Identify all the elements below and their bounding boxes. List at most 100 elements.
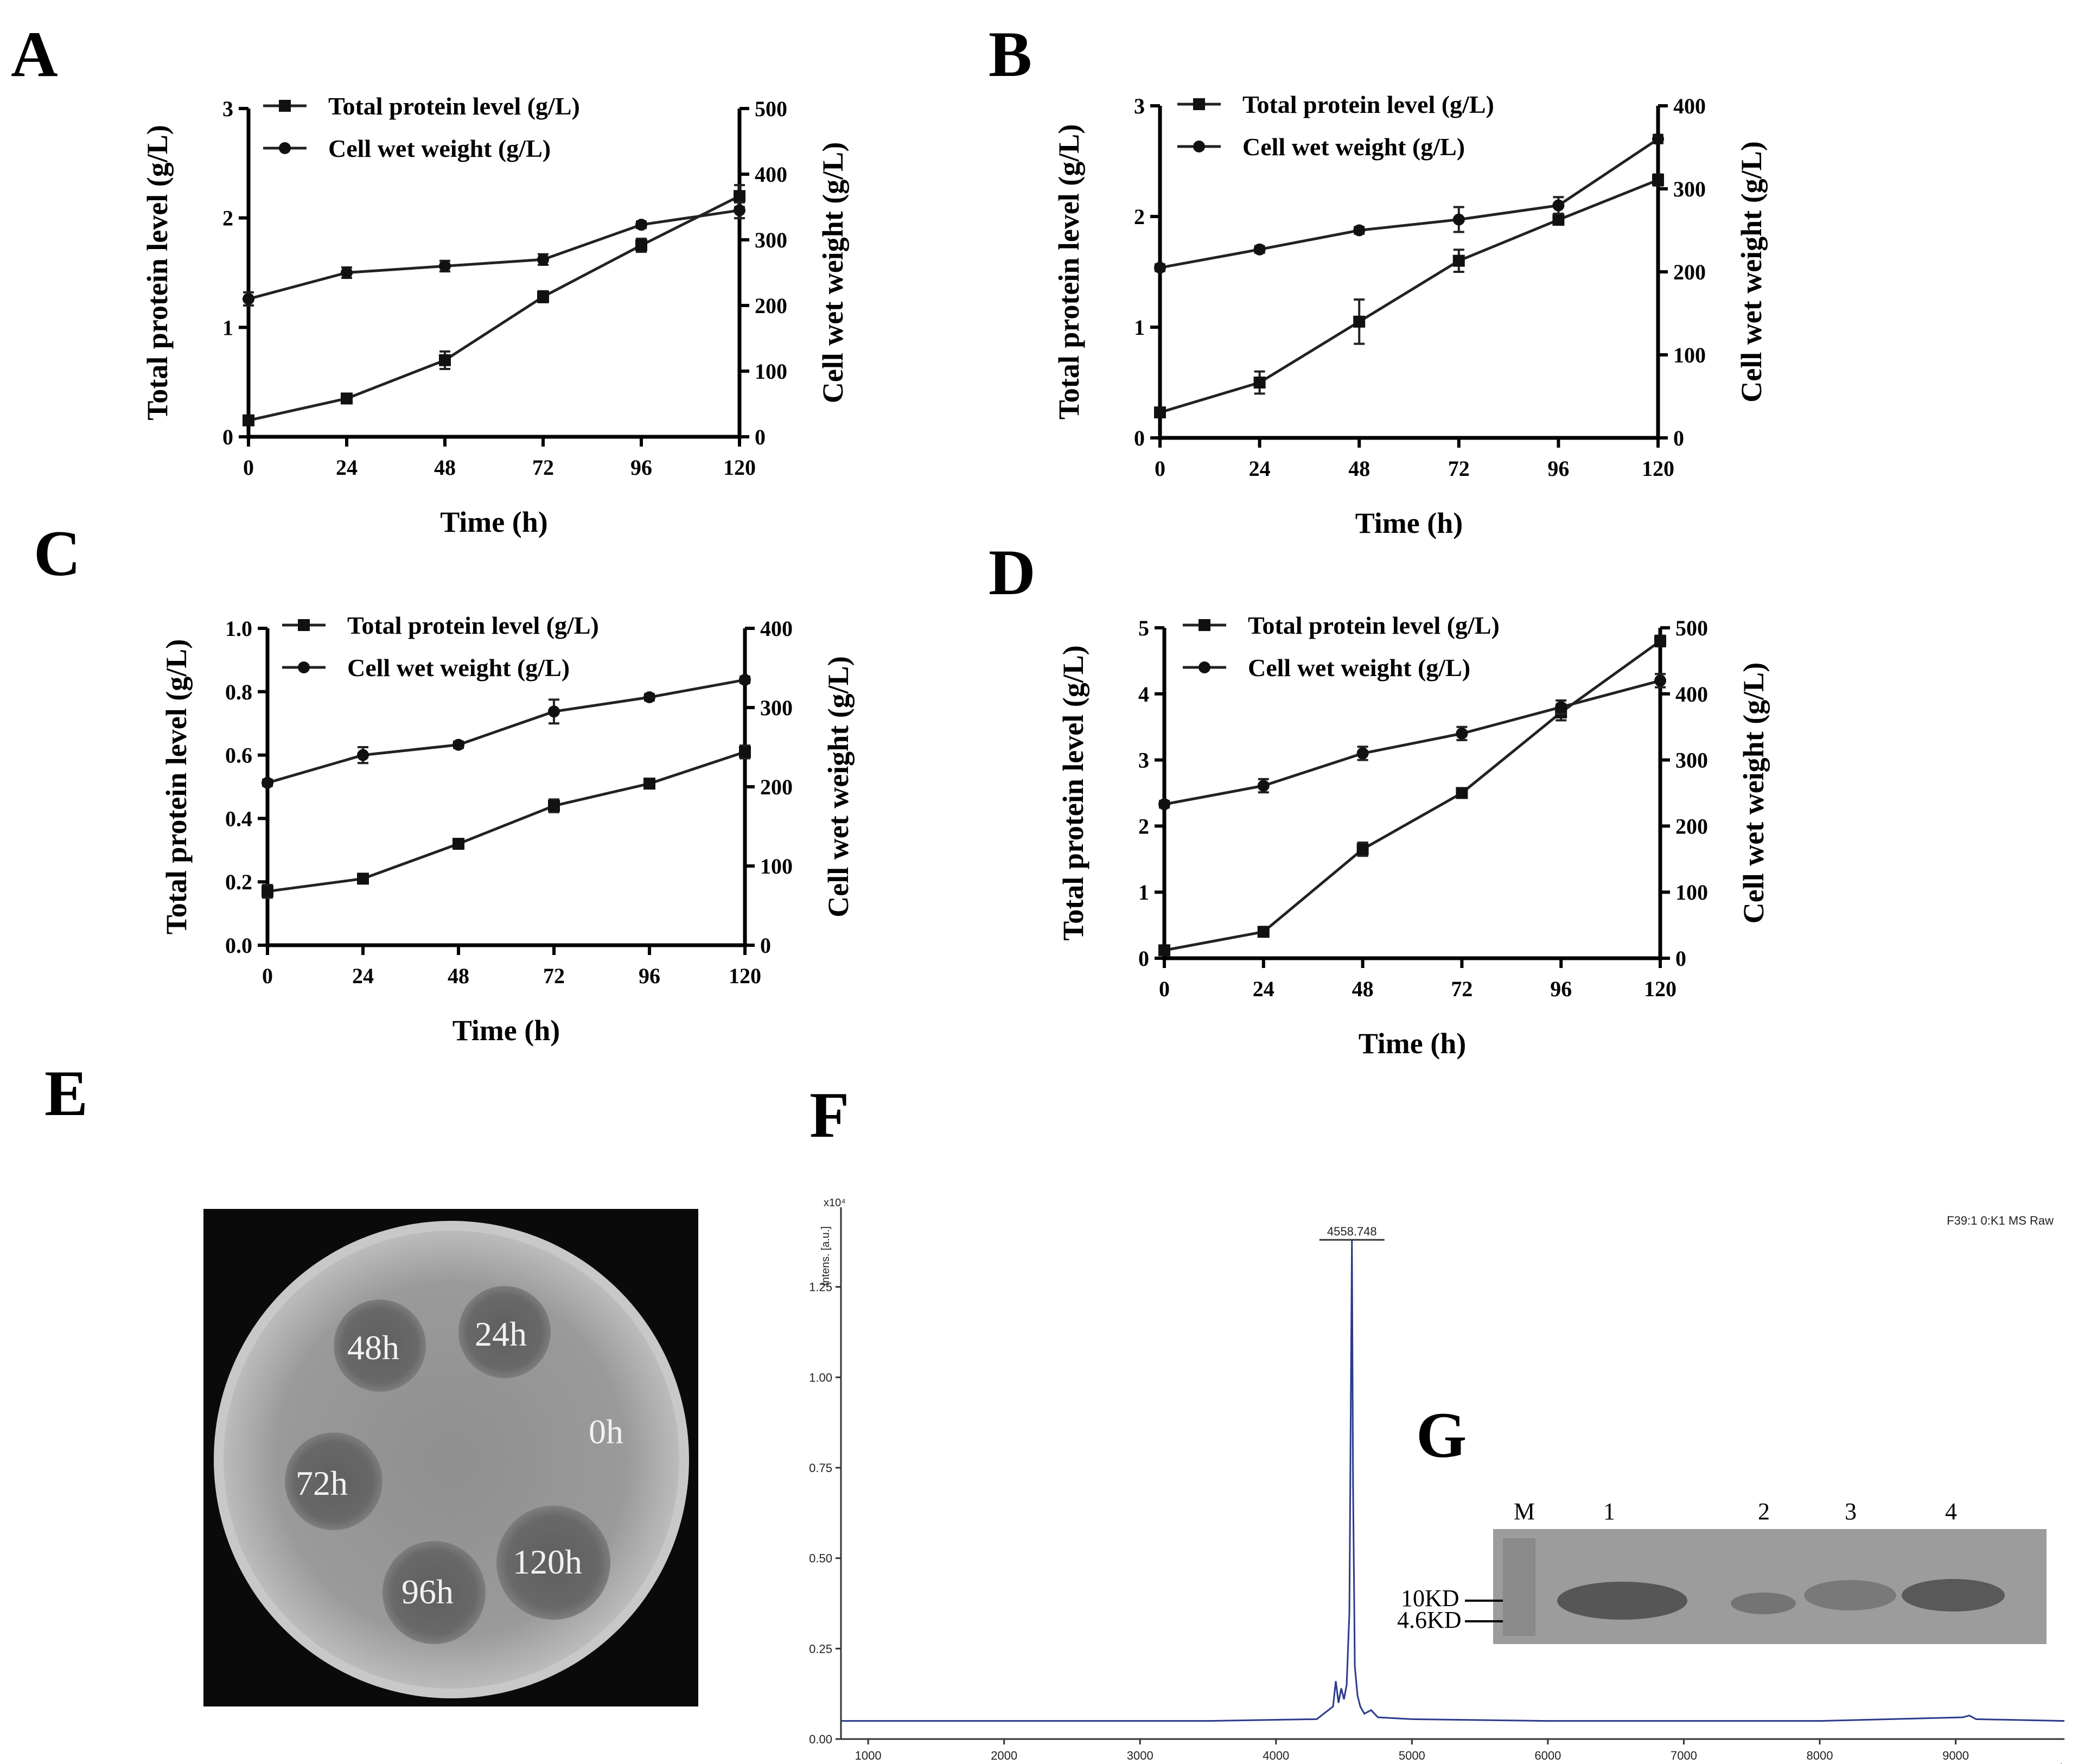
chart-a-y2-tick-label: 0 [755,425,766,449]
gel-lane-label-1: 1 [1603,1498,1615,1525]
ms-y-tick-label: 1.25 [809,1281,832,1294]
chart-d-series-1-point [1654,674,1666,687]
chart-c-legend-label-1: Cell wet weight (g/L) [347,654,570,682]
marker-lane [1503,1538,1535,1636]
chart-d-series-0-point [1654,635,1666,647]
chart-b-x-tick-label: 0 [1155,456,1165,481]
ms-y-tick-label: 1.00 [809,1371,832,1384]
chart-a-series-1-point [537,253,549,266]
panel-label-g: G [1416,1399,1467,1471]
chart-d-x-tick-label: 72 [1451,977,1473,1001]
chart-c-x-tick-label: 48 [448,964,469,988]
chart-b-y2-tick-label: 300 [1673,177,1706,201]
chart-b-y-tick-label: 0 [1134,426,1145,450]
chart-b-series-0-line [1159,179,1659,414]
chart-c-y-tick-label: 1.0 [225,616,252,641]
chart-a-legend-marker-1 [279,142,291,154]
ms-x-tick-label: 7000 [1671,1749,1697,1762]
chart-d-x-label: Time (h) [1359,1027,1467,1060]
chart-c-series-1-point [452,738,464,751]
chart-d-y-tick-label: 4 [1138,682,1149,706]
panel-label-a: A [11,18,58,90]
ms-y-scale-label: x10⁴ [824,1197,846,1209]
panel-label-d: D [989,536,1036,608]
chart-c-y2-tick-label: 400 [760,616,793,641]
chart-d-y2-tick-label: 0 [1675,946,1686,971]
ms-x-tick-label: 5000 [1399,1749,1425,1762]
chart-d-y2-tick-label: 500 [1675,616,1708,640]
chart-b-y2-tick-label: 100 [1673,343,1706,367]
chart-b-series-1-point [1652,133,1664,145]
ms-x-tick-label: 3000 [1127,1749,1153,1762]
chart-d-x-tick-label: 120 [1644,977,1677,1001]
chart-c-y-tick-label: 0.4 [225,806,252,831]
chart-b-series-1-point [1552,199,1565,212]
chart-d-y2-tick-label: 200 [1675,814,1708,838]
gel-lane-label-3: 3 [1845,1498,1857,1525]
chart-a-series-1-point [635,219,647,231]
chart-c-y-label: Total protein level (g/L) [160,639,193,934]
chart-a-y-tick-label: 3 [222,97,233,121]
gel-marker-label-4.6kd: 4.6KD [1397,1607,1462,1633]
chart-b-y-label: Total protein level (g/L) [1053,124,1085,419]
chart-d-series-0-line [1164,640,1661,952]
inhibition-zone-48h [334,1300,426,1392]
chart-d-y-tick-label: 3 [1138,748,1149,773]
chart-c-x-tick-label: 24 [352,964,374,988]
chart-d-legend-marker-1 [1199,661,1210,673]
chart-d-x-tick-label: 0 [1159,977,1170,1001]
chart-d-y-tick-label: 5 [1138,616,1149,640]
inhibition-zone-96h [383,1541,486,1644]
chart-b-series-1-point [1253,243,1266,256]
chart-b-legend-marker-0 [1193,98,1205,110]
band-lane-3 [1804,1580,1896,1610]
inhibition-zone-24h [458,1286,551,1378]
chart-c-y-tick-label: 0.8 [225,680,252,704]
ms-y-tick-label: 0.00 [809,1733,832,1746]
chart-b-series-0-point [1552,214,1565,226]
panel-label-e: E [44,1057,88,1129]
chart-a-series-0-point [243,414,254,426]
ms-spectrum-line [841,1239,2065,1722]
chart-a-legend-marker-0 [279,100,291,112]
ms-y-tick-label: 0.75 [809,1461,832,1475]
band-lane-2 [1731,1593,1796,1614]
gel-marker-label-10kd: 10KD [1401,1585,1459,1612]
chart-c-y2-tick-label: 0 [760,933,771,958]
chart-a-series-0-point [635,239,647,252]
chart-panel-a: 0 24 48 72 96 120 0 1 2 3 0 100 200 300 400 500 Time (h)… [141,92,849,538]
chart-c-x-tick-label: 120 [729,964,761,988]
chart-c-series-0-point [357,873,369,885]
plate-label-120h: 120h [513,1543,582,1581]
chart-b-series-1-line [1159,138,1659,269]
chart-a-series-1-point [243,292,254,305]
chart-d-series-1-point [1158,798,1170,811]
chart-b-y2-tick-label: 200 [1673,260,1706,284]
chart-d-y-tick-label: 1 [1138,880,1149,905]
chart-b-x-tick-label: 120 [1642,456,1674,481]
chart-d-legend-label-1: Cell wet weight (g/L) [1248,654,1470,682]
chart-c-series-0-point [643,778,655,790]
plate-label-72h: 72h [296,1464,348,1502]
chart-c-series-0-point [739,746,751,758]
gel-lane-label-2: 2 [1758,1498,1770,1525]
ms-x-tick-label: 9000 [1942,1749,1969,1762]
chart-d-series-1-line [1164,679,1661,806]
ms-x-tick-label: 6000 [1534,1749,1561,1762]
chart-d-y2-label: Cell wet weight (g/L) [1737,663,1770,924]
chart-a-y2-tick-label: 100 [755,359,787,384]
chart-a-legend-label-1: Cell wet weight (g/L) [328,135,551,162]
chart-b-y-tick-label: 1 [1134,315,1145,340]
chart-d-series-0-point [1158,944,1170,957]
chart-d-y2-tick-label: 100 [1675,880,1708,905]
chart-c-x-label: Time (h) [452,1014,560,1047]
chart-c-x-tick-label: 0 [262,964,273,988]
chart-b-x-label: Time (h) [1355,507,1463,539]
chart-d-x-tick-label: 24 [1253,977,1274,1001]
chart-c-y2-label: Cell wet weight (g/L) [822,656,855,917]
chart-a-series-0-point [734,190,745,202]
chart-c-x-tick-label: 96 [639,964,660,988]
chart-c-y-tick-label: 0.2 [225,870,252,894]
chart-c-series-0-point [452,838,464,850]
chart-b-legend-marker-1 [1193,141,1205,152]
